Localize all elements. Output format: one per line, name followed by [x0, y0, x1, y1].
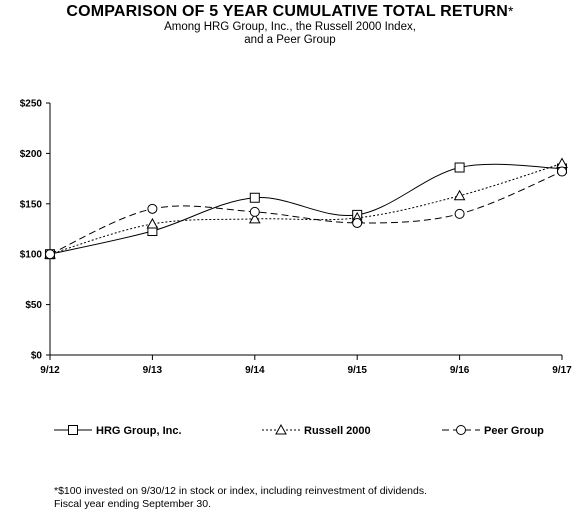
- data-point: [453, 189, 466, 201]
- series-line: [49, 163, 563, 255]
- data-point: [147, 203, 158, 214]
- legend-marker-square: [68, 425, 78, 435]
- data-point: [146, 217, 159, 229]
- data-point: [352, 217, 363, 228]
- y-tick-label: $0: [31, 351, 43, 362]
- series-line: [49, 171, 563, 255]
- legend-marker-triangle: [275, 423, 287, 435]
- data-point: [556, 157, 568, 168]
- y-tick-label: $150: [20, 199, 43, 210]
- legend-label: Peer Group: [484, 425, 544, 437]
- chart-title: COMPARISON OF 5 YEAR CUMULATIVE TOTAL RE…: [66, 3, 514, 20]
- legend-item: Russell 2000: [262, 423, 371, 437]
- series-circle: [45, 166, 567, 260]
- x-tick-label: 9/13: [143, 365, 163, 376]
- legend-label: HRG Group, Inc.: [96, 425, 182, 437]
- x-tick-label: 9/14: [245, 365, 265, 376]
- data-point: [248, 212, 261, 224]
- y-tick-label: $100: [20, 250, 43, 261]
- series-line: [49, 163, 563, 255]
- series-triangle: [44, 157, 568, 259]
- data-point: [249, 206, 260, 217]
- x-tick-label: 9/17: [552, 365, 572, 376]
- y-tick-label: $50: [25, 300, 42, 311]
- legend-item: HRG Group, Inc.: [54, 425, 182, 437]
- data-point: [45, 249, 55, 260]
- data-point: [249, 192, 260, 203]
- data-point: [557, 166, 567, 177]
- data-point: [454, 208, 465, 219]
- chart-subtitle-line-2: and a Peer Group: [244, 34, 336, 46]
- data-point: [454, 162, 465, 173]
- y-tick-label: $250: [20, 99, 43, 110]
- legend-label: Russell 2000: [304, 425, 371, 437]
- x-tick-label: 9/12: [40, 365, 60, 376]
- line-chart: $0 $50 $100 $150 $200 $250 9/12 9/13 9/14 9/15 9/1…: [20, 99, 572, 438]
- series-square: [45, 162, 567, 260]
- x-tick-label: 9/16: [450, 365, 470, 376]
- x-tick-label: 9/15: [347, 365, 367, 376]
- footnote-line-1: *$100 invested on 9/30/12 in stock or in…: [54, 485, 427, 497]
- legend-item: Peer Group: [442, 425, 544, 437]
- chart-subtitle-line-1: Among HRG Group, Inc., the Russell 2000 …: [164, 21, 416, 33]
- y-tick-label: $200: [20, 149, 43, 160]
- legend-marker-circle: [456, 425, 466, 435]
- footnote-line-2: Fiscal year ending September 30.: [54, 498, 212, 510]
